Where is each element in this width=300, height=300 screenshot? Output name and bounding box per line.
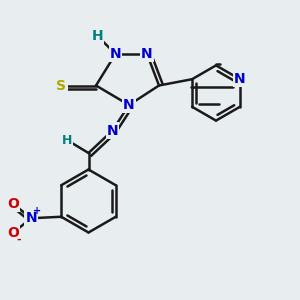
Text: N: N (123, 98, 135, 112)
Text: N: N (234, 72, 246, 86)
Text: N: N (107, 124, 118, 137)
Text: S: S (56, 79, 67, 92)
Text: H: H (92, 29, 103, 43)
Text: N: N (110, 47, 121, 61)
Text: N: N (26, 211, 37, 225)
Text: +: + (33, 206, 41, 216)
Text: N: N (141, 47, 153, 61)
Text: O: O (7, 197, 19, 211)
Text: -: - (16, 234, 21, 244)
Text: H: H (61, 134, 72, 148)
Text: O: O (7, 226, 19, 240)
